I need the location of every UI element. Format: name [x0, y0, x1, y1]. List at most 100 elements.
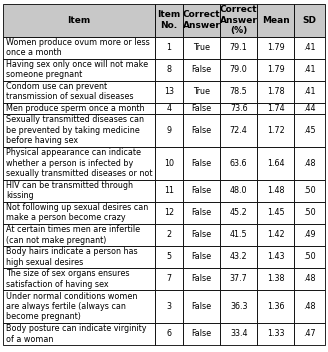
Bar — [257, 224, 294, 246]
Text: False: False — [192, 208, 212, 217]
Bar — [183, 37, 220, 58]
Bar — [183, 246, 220, 268]
Bar — [155, 147, 183, 180]
Text: .41: .41 — [303, 87, 316, 96]
Text: .50: .50 — [303, 186, 316, 195]
Text: 1.33: 1.33 — [267, 329, 284, 338]
Text: At certain times men are infertile
(can not make pregnant): At certain times men are infertile (can … — [6, 225, 140, 245]
Text: 1.72: 1.72 — [267, 126, 285, 135]
Bar — [294, 268, 325, 290]
Bar — [294, 4, 325, 37]
Bar — [155, 202, 183, 224]
Bar — [257, 37, 294, 58]
Text: 4: 4 — [167, 103, 172, 113]
Bar — [257, 290, 294, 323]
Text: False: False — [192, 103, 212, 113]
Bar — [257, 202, 294, 224]
Bar — [294, 147, 325, 180]
Text: 1.79: 1.79 — [267, 43, 285, 52]
Text: Physical appearance can indicate
whether a person is infected by
sexually transm: Physical appearance can indicate whether… — [6, 148, 153, 178]
Text: 3: 3 — [167, 302, 172, 311]
Bar — [155, 246, 183, 268]
Text: False: False — [192, 274, 212, 283]
Bar — [220, 81, 257, 103]
Text: Body hairs indicate a person has
high sexual desires: Body hairs indicate a person has high se… — [6, 247, 137, 266]
Bar — [183, 58, 220, 81]
Text: .50: .50 — [303, 252, 316, 261]
Bar — [294, 81, 325, 103]
Bar — [294, 202, 325, 224]
Bar — [183, 103, 220, 114]
Text: Having sex only once will not make
someone pregnant: Having sex only once will not make someo… — [6, 60, 148, 79]
Text: False: False — [192, 126, 212, 135]
Text: .47: .47 — [303, 329, 316, 338]
Text: 12: 12 — [164, 208, 174, 217]
Bar — [294, 37, 325, 58]
Text: .50: .50 — [303, 208, 316, 217]
Bar — [220, 114, 257, 147]
Text: 1.42: 1.42 — [267, 230, 284, 239]
Bar — [183, 147, 220, 180]
Text: 43.2: 43.2 — [230, 252, 248, 261]
Text: 7: 7 — [167, 274, 172, 283]
Bar — [183, 180, 220, 202]
Text: SD: SD — [302, 15, 317, 25]
Bar — [220, 180, 257, 202]
Text: False: False — [192, 230, 212, 239]
Text: 1.38: 1.38 — [267, 274, 284, 283]
Bar — [3, 114, 155, 147]
Bar — [3, 323, 155, 345]
Bar — [183, 224, 220, 246]
Text: 63.6: 63.6 — [230, 159, 248, 168]
Bar — [220, 224, 257, 246]
Bar — [3, 202, 155, 224]
Text: 1: 1 — [167, 43, 172, 52]
Bar — [220, 4, 257, 37]
Text: False: False — [192, 329, 212, 338]
Bar — [220, 268, 257, 290]
Bar — [220, 147, 257, 180]
Text: 9: 9 — [167, 126, 172, 135]
Text: 48.0: 48.0 — [230, 186, 248, 195]
Bar — [257, 58, 294, 81]
Bar — [257, 180, 294, 202]
Text: 8: 8 — [167, 65, 172, 74]
Text: 78.5: 78.5 — [230, 87, 248, 96]
Bar — [3, 290, 155, 323]
Text: False: False — [192, 186, 212, 195]
Text: Condom use can prevent
transmission of sexual diseases: Condom use can prevent transmission of s… — [6, 82, 133, 101]
Text: Sexually transmitted diseases can
be prevented by taking medicine
before having : Sexually transmitted diseases can be pre… — [6, 115, 144, 145]
Text: The size of sex organs ensures
satisfaction of having sex: The size of sex organs ensures satisfact… — [6, 269, 130, 289]
Text: 11: 11 — [164, 186, 174, 195]
Bar — [183, 114, 220, 147]
Bar — [3, 4, 155, 37]
Bar — [257, 246, 294, 268]
Bar — [155, 103, 183, 114]
Text: .45: .45 — [303, 126, 316, 135]
Text: 10: 10 — [164, 159, 174, 168]
Bar — [183, 323, 220, 345]
Bar — [155, 268, 183, 290]
Bar — [294, 103, 325, 114]
Text: Men produce sperm once a month: Men produce sperm once a month — [6, 103, 144, 113]
Bar — [257, 4, 294, 37]
Bar — [155, 224, 183, 246]
Bar — [155, 114, 183, 147]
Text: 1.74: 1.74 — [267, 103, 284, 113]
Bar — [183, 202, 220, 224]
Text: .41: .41 — [303, 43, 316, 52]
Text: Not following up sexual desires can
make a person become crazy: Not following up sexual desires can make… — [6, 203, 148, 222]
Text: True: True — [193, 87, 210, 96]
Bar — [3, 180, 155, 202]
Bar — [220, 246, 257, 268]
Bar — [3, 58, 155, 81]
Bar — [155, 323, 183, 345]
Bar — [155, 81, 183, 103]
Text: Item: Item — [68, 15, 91, 25]
Bar — [183, 81, 220, 103]
Text: Correct
Answer: Correct Answer — [183, 10, 221, 30]
Bar — [155, 290, 183, 323]
Text: 1.36: 1.36 — [267, 302, 284, 311]
Text: 1.45: 1.45 — [267, 208, 284, 217]
Text: 13: 13 — [164, 87, 174, 96]
